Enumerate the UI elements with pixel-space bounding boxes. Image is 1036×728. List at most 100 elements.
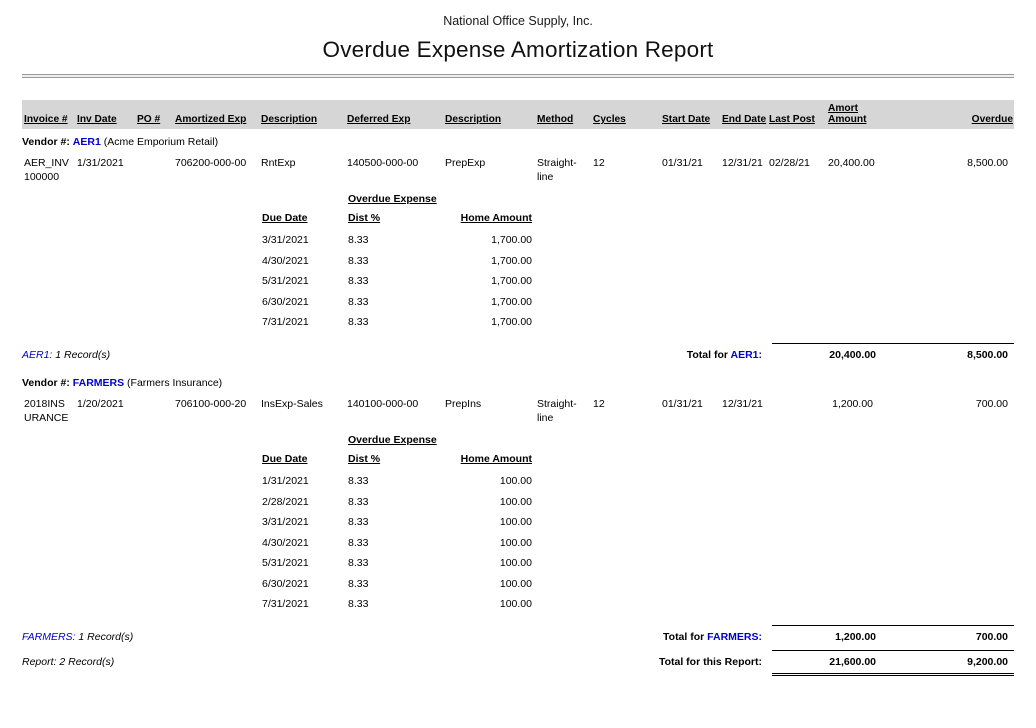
invoice-row: 2018INSURANCE 1/20/2021 706100-000-20 In… [22,397,1014,425]
due-date-cell: 7/31/2021 [262,316,309,328]
report-record-count: Report: 2 Record(s) [22,650,114,669]
vendor-code: AER1 [72,136,101,148]
vendor-record-code: FARMERS: [22,631,76,643]
dist-pct-cell: 8.33 [348,516,369,528]
col-deferred-exp: Deferred Exp [347,114,411,125]
home-amount-cell: 100.00 [499,536,532,549]
cell-start-date: 01/31/21 [662,157,703,169]
overdue-expense-row: 4/30/2021 8.33 100.00 [262,536,538,550]
cell-description-amortized: InsExp-Sales [261,398,323,410]
cell-description-amortized: RntExp [261,157,296,169]
vendor-total-values: 20,400.00 8,500.00 [772,343,1014,362]
vendor-total-amort-amount: 1,200.00 [835,631,876,643]
subcol-dist-pct: Dist % [348,212,381,224]
vendor-record-count: AER1: 1 Record(s) [22,343,110,362]
overdue-expense-row: 5/31/2021 8.33 1,700.00 [262,274,538,288]
vendor-section-farmers: Vendor #: FARMERS (Farmers Insurance) 20… [22,376,1014,644]
dist-pct-cell: 8.33 [348,557,369,569]
cell-amortized-exp: 706200-000-00 [175,157,247,169]
col-method: Method [537,114,574,125]
vendor-name: (Acme Emporium Retail) [103,136,219,148]
dist-pct-cell: 8.33 [348,234,369,246]
title-divider [22,74,1014,78]
home-amount-cell: 1,700.00 [491,254,532,267]
vendor-total-code: AER1: [730,349,762,361]
overdue-expense-row: 3/31/2021 8.33 100.00 [262,515,538,529]
subtable-rows: 1/31/2021 8.33 100.00 2/28/2021 8.33 100.00 3/… [262,474,538,611]
cell-last-post [767,397,826,425]
vendor-total-label: Total for AER1: [687,343,762,362]
vendor-record-text: 1 Record(s) [78,631,134,643]
dist-pct-cell: 8.33 [348,275,369,287]
cell-invoice-number: 2018INSURANCE [24,398,69,424]
vendor-record-text: 1 Record(s) [55,349,111,361]
cell-description-deferred: PrepExp [445,157,486,169]
vendor-heading: Vendor #: AER1 (Acme Emporium Retail) [22,135,1014,149]
due-date-cell: 5/31/2021 [262,275,309,287]
home-amount-cell: 1,700.00 [491,234,532,246]
report-end-rule [772,673,1014,676]
vendor-total-amort-amount: 20,400.00 [829,349,876,361]
dist-pct-cell: 8.33 [348,577,369,590]
cell-amort-amount: 1,200.00 [832,398,873,410]
subcol-due-date: Due Date [262,453,308,465]
report-total-amort-amount: 21,600.00 [829,656,876,668]
dist-pct-cell: 8.33 [348,536,369,549]
table-header-row: Invoice # Inv Date PO # Amortized Exp De… [22,100,1014,129]
overdue-expense-row: 2/28/2021 8.33 100.00 [262,495,538,509]
overdue-expense-row: 7/31/2021 8.33 1,700.00 [262,315,538,329]
vendor-summary-row: AER1: 1 Record(s) Total for AER1: 20,400… [22,343,1014,362]
company-name: National Office Supply, Inc. [443,14,593,28]
due-date-cell: 6/30/2021 [262,295,309,308]
vendor-name: (Farmers Insurance) [127,377,223,389]
overdue-expense-row: 6/30/2021 8.33 1,700.00 [262,295,538,309]
cell-amort-amount: 20,400.00 [828,157,875,169]
dist-pct-cell: 8.33 [348,495,369,508]
vendor-total-code: FARMERS: [707,631,762,643]
vendor-total-prefix: Total for [686,349,728,361]
home-amount-cell: 1,700.00 [491,316,532,328]
home-amount-cell: 1,700.00 [491,295,532,308]
vendor-total-overdue: 8,500.00 [967,349,1008,361]
overdue-expense-row: 4/30/2021 8.33 1,700.00 [262,254,538,268]
subcol-dist-pct: Dist % [348,453,381,465]
home-amount-cell: 100.00 [499,475,532,487]
overdue-expense-subtable: Overdue Expense Due Date Dist % Home Amo… [262,192,538,329]
dist-pct-cell: 8.33 [348,316,369,328]
report-title: Overdue Expense Amortization Report [322,37,714,62]
cell-amortized-exp: 706100-000-20 [175,398,247,410]
col-description-amortized: Description [261,114,318,125]
invoice-row: AER_INV100000 1/31/2021 706200-000-00 Rn… [22,156,1014,184]
home-amount-cell: 100.00 [499,516,532,528]
col-inv-date: Inv Date [77,114,117,125]
cell-description-deferred: PrepIns [445,398,482,410]
cell-po-number [135,156,173,184]
col-amortized-exp: Amortized Exp [175,114,247,125]
col-cycles: Cycles [593,114,626,125]
cell-last-post: 02/28/21 [769,157,810,169]
overdue-expense-row: 1/31/2021 8.33 100.00 [262,474,538,488]
col-end-date: End Date [722,114,767,125]
cell-inv-date: 1/31/2021 [77,157,124,169]
vendor-summary-row: FARMERS: 1 Record(s) Total for FARMERS: … [22,625,1014,644]
vendor-total-values: 1,200.00 700.00 [772,625,1014,644]
due-date-cell: 7/31/2021 [262,598,309,610]
report-total-label: Total for this Report: [658,656,762,668]
vendor-record-code: AER1: [22,349,53,361]
vendor-label: Vendor #: [22,377,70,389]
home-amount-cell: 1,700.00 [491,275,532,287]
dist-pct-cell: 8.33 [348,254,369,267]
vendor-total-label: Total for FARMERS: [663,625,762,644]
overdue-expense-row: 3/31/2021 8.33 1,700.00 [262,233,538,247]
vendor-code: FARMERS [72,377,125,389]
cell-deferred-exp: 140100-000-00 [347,398,419,410]
report-total-values: 21,600.00 9,200.00 [772,650,1014,669]
subcol-home-amount: Home Amount [460,453,532,465]
vendor-heading: Vendor #: FARMERS (Farmers Insurance) [22,376,1014,390]
cell-overdue: 700.00 [975,398,1008,410]
vendor-total-overdue: 700.00 [975,631,1008,643]
report-record-prefix: Report: [22,656,57,668]
subtable-rows: 3/31/2021 8.33 1,700.00 4/30/2021 8.33 1,700.… [262,233,538,329]
subcol-home-amount: Home Amount [460,212,532,224]
col-description-deferred: Description [445,114,502,125]
